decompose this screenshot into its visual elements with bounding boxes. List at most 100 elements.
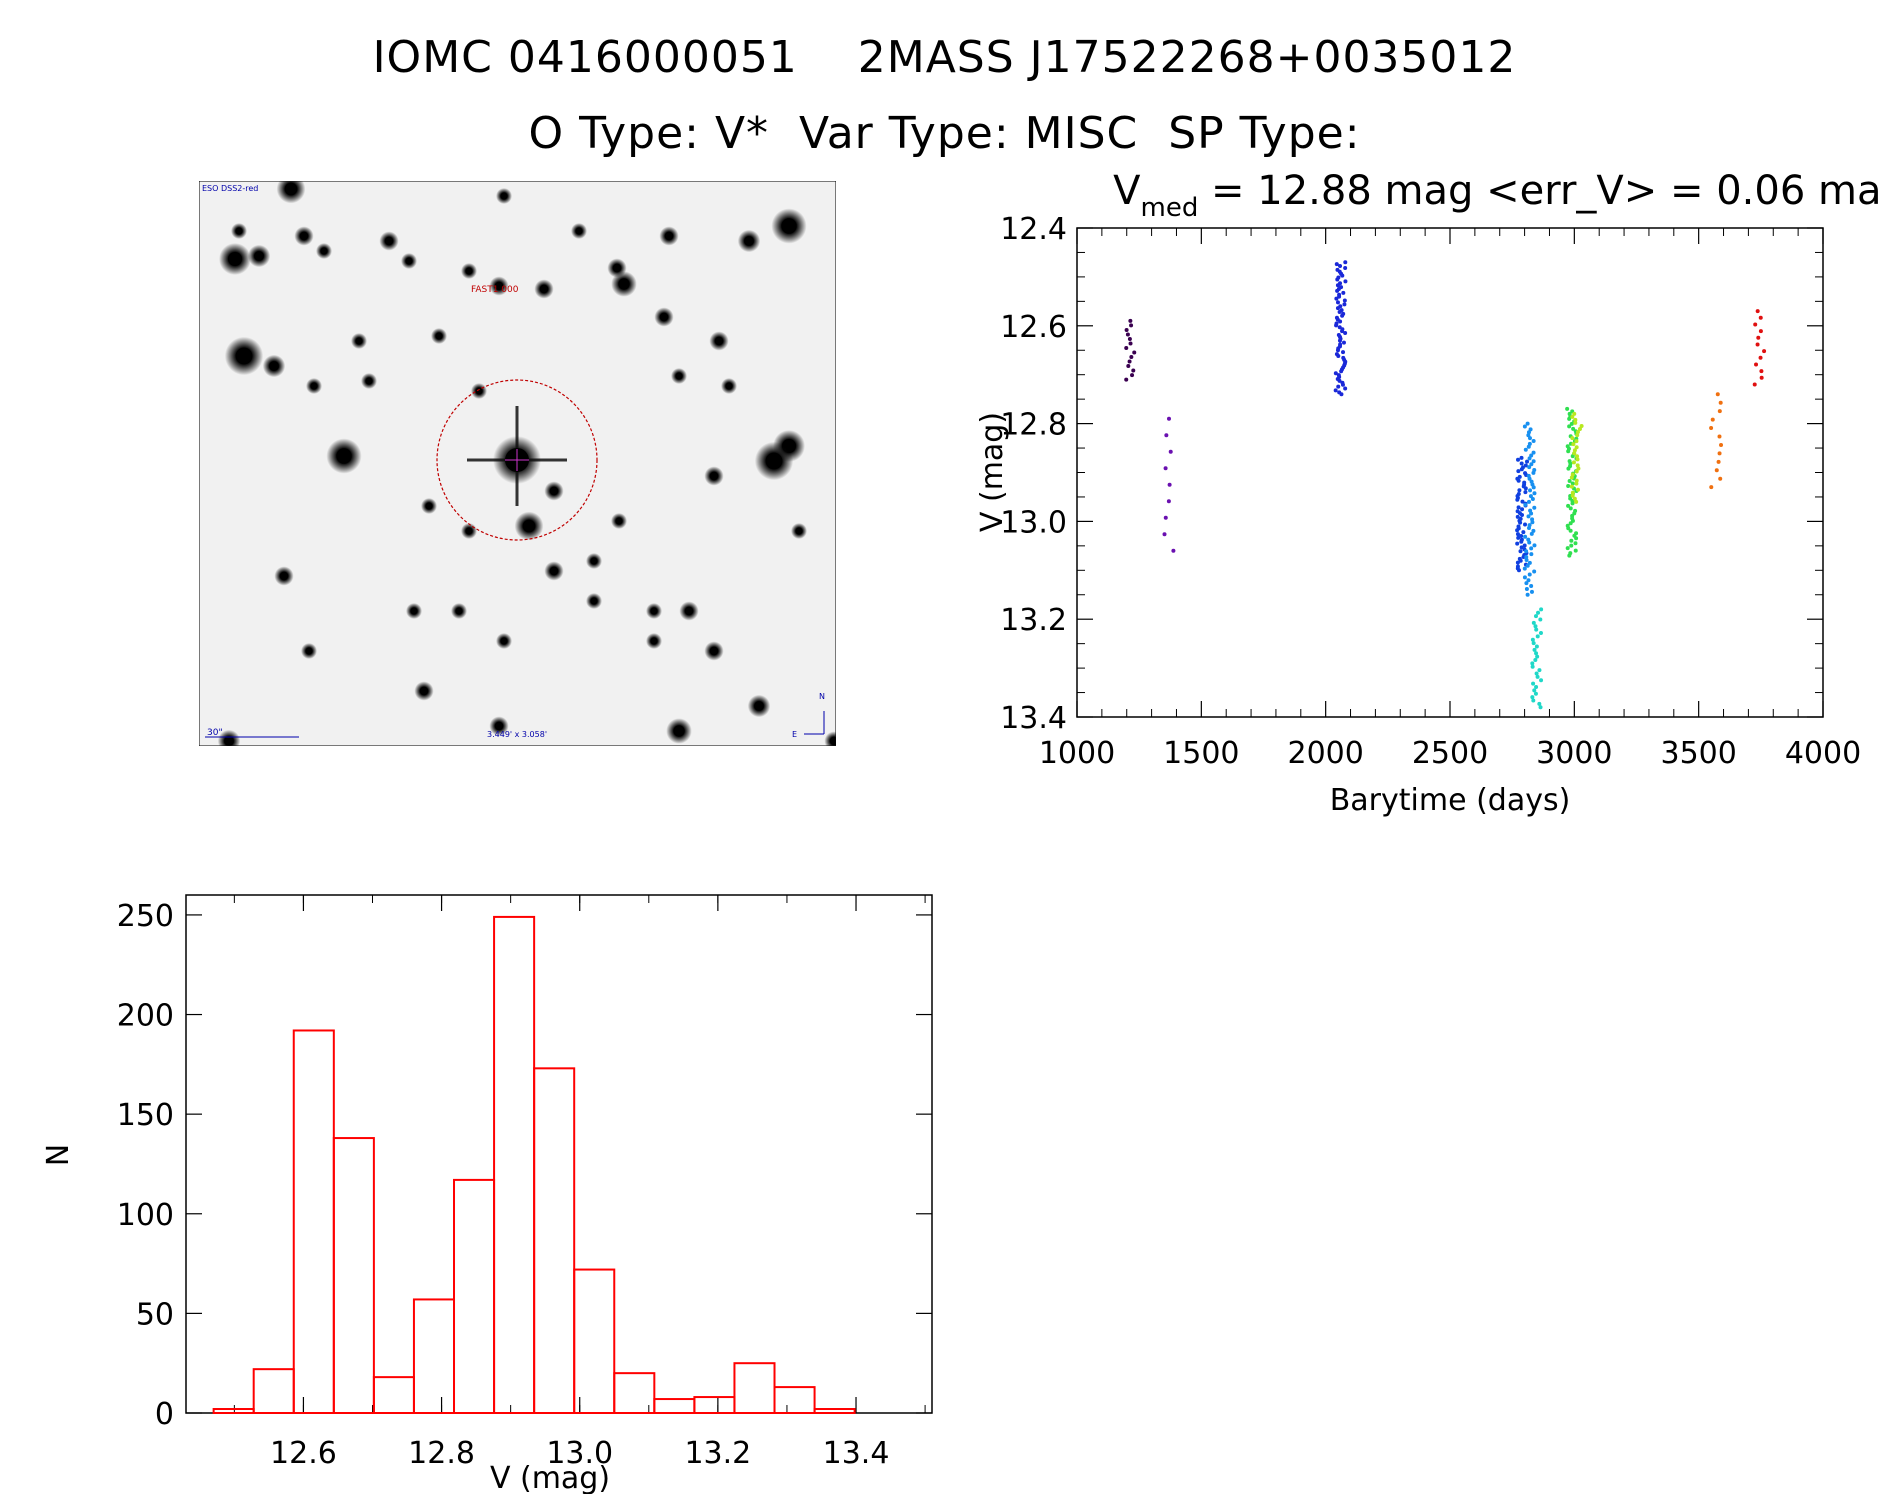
hist-bar <box>332 1137 375 1414</box>
lc-point <box>1715 392 1720 397</box>
lc-point <box>1535 634 1540 639</box>
lc-point <box>1337 309 1342 314</box>
lc-point <box>1525 459 1530 464</box>
lc-point <box>1124 345 1129 350</box>
lc-point <box>1534 651 1539 656</box>
lc-point <box>1574 445 1579 450</box>
lc-point <box>1574 499 1579 504</box>
lc-point <box>1579 423 1584 428</box>
lc-point <box>1530 517 1535 522</box>
lc-point <box>1340 329 1345 334</box>
lc-point <box>1516 568 1521 573</box>
lc-point <box>1341 340 1346 345</box>
lc-point <box>1523 486 1528 491</box>
lc-point <box>1535 654 1540 659</box>
survey-label: ESO DSS2-red <box>202 184 258 193</box>
hist-bar <box>653 1398 696 1414</box>
lc-point <box>1718 400 1723 405</box>
lc-point <box>1526 578 1531 583</box>
lc-point <box>1570 501 1575 506</box>
lc-point <box>1572 496 1577 501</box>
hist-bars <box>212 915 856 1415</box>
lc-point <box>1532 688 1537 693</box>
lc-point <box>1532 647 1537 652</box>
lc-point <box>1530 661 1535 666</box>
lc-point <box>1716 459 1721 464</box>
lc-point <box>1531 459 1536 464</box>
lc-point <box>1333 388 1338 393</box>
lc-point <box>1340 382 1345 387</box>
lc-point <box>1515 497 1520 502</box>
hist-x-tick-label: 13.0 <box>546 1436 613 1471</box>
lc-point <box>1709 485 1714 490</box>
lc-point <box>1529 552 1534 557</box>
lc-point <box>1520 507 1525 512</box>
lc-point <box>1571 426 1576 431</box>
lc-point <box>1523 522 1528 527</box>
lc-point <box>1538 631 1543 636</box>
hist-y-tick-label: 150 <box>117 1098 174 1133</box>
lc-point <box>1531 641 1536 646</box>
lc-y-tick-label: 12.4 <box>1000 212 1067 247</box>
scale-label: 30" <box>207 728 223 738</box>
lc-point <box>1515 514 1520 519</box>
lc-point <box>1519 539 1524 544</box>
lc-point <box>1567 416 1572 421</box>
lc-point <box>1574 439 1579 444</box>
lc-y-axis-label: V (mag) <box>975 412 1010 532</box>
lc-point <box>1522 566 1527 571</box>
lc-point <box>1519 533 1524 538</box>
lc-point <box>1338 319 1343 324</box>
lc-point <box>1335 348 1340 353</box>
lc-point <box>1527 436 1532 441</box>
lc-point <box>1565 546 1570 551</box>
lc-point <box>1569 421 1574 426</box>
lc-point <box>1527 465 1532 470</box>
target-label: FAST1 000 <box>471 285 519 295</box>
hist-x-tick-label: 13.2 <box>684 1436 751 1471</box>
lc-point <box>1575 430 1580 435</box>
lc-y-tick-label: 12.6 <box>1000 310 1067 345</box>
hist-y-tick-label: 50 <box>136 1297 174 1332</box>
lc-point <box>1531 439 1536 444</box>
lc-point <box>1167 482 1172 487</box>
lc-point <box>1525 421 1530 426</box>
lc-point <box>1533 614 1538 619</box>
lc-point <box>1521 530 1526 535</box>
lc-point <box>1576 487 1581 492</box>
lc-point <box>1527 526 1532 531</box>
lc-x-tick-label: 4000 <box>1785 736 1861 771</box>
lc-point <box>1527 476 1532 481</box>
hist-bar <box>693 1396 736 1414</box>
lc-point <box>1568 506 1573 511</box>
hist-bar <box>573 1268 616 1414</box>
lc-point <box>1571 460 1576 465</box>
east-label: E <box>792 730 797 739</box>
lc-point <box>1758 329 1763 334</box>
lc-point <box>1526 444 1531 449</box>
lc-point <box>1519 455 1524 460</box>
hist-y-axis-label: N <box>41 1144 76 1166</box>
hist-x-ticks: 12.6 12.8 13.0 13.2 13.4 <box>233 895 926 1471</box>
lc-point <box>1573 420 1578 425</box>
lc-point <box>1759 369 1764 374</box>
lc-point <box>1570 493 1575 498</box>
lc-point <box>1163 515 1168 520</box>
lc-point <box>1337 338 1342 343</box>
lc-point <box>1336 353 1341 358</box>
light-curve-chart: Vmed = 12.88 mag <err_V> = 0.06 mag 12.4… <box>975 172 1880 818</box>
lc-point <box>1335 283 1340 288</box>
lc-point <box>1335 300 1340 305</box>
lc-point <box>1334 323 1339 328</box>
hist-bar <box>252 1368 295 1414</box>
lc-point <box>1527 560 1532 565</box>
hist-bar <box>493 915 536 1415</box>
lc-point <box>1518 549 1523 554</box>
lc-point <box>1529 453 1534 458</box>
lc-point <box>1164 433 1169 438</box>
lc-point <box>1341 290 1346 295</box>
lc-point <box>1124 327 1129 332</box>
lc-point <box>1534 627 1539 632</box>
lc-point <box>1566 466 1571 471</box>
hist-bar <box>813 1408 856 1414</box>
